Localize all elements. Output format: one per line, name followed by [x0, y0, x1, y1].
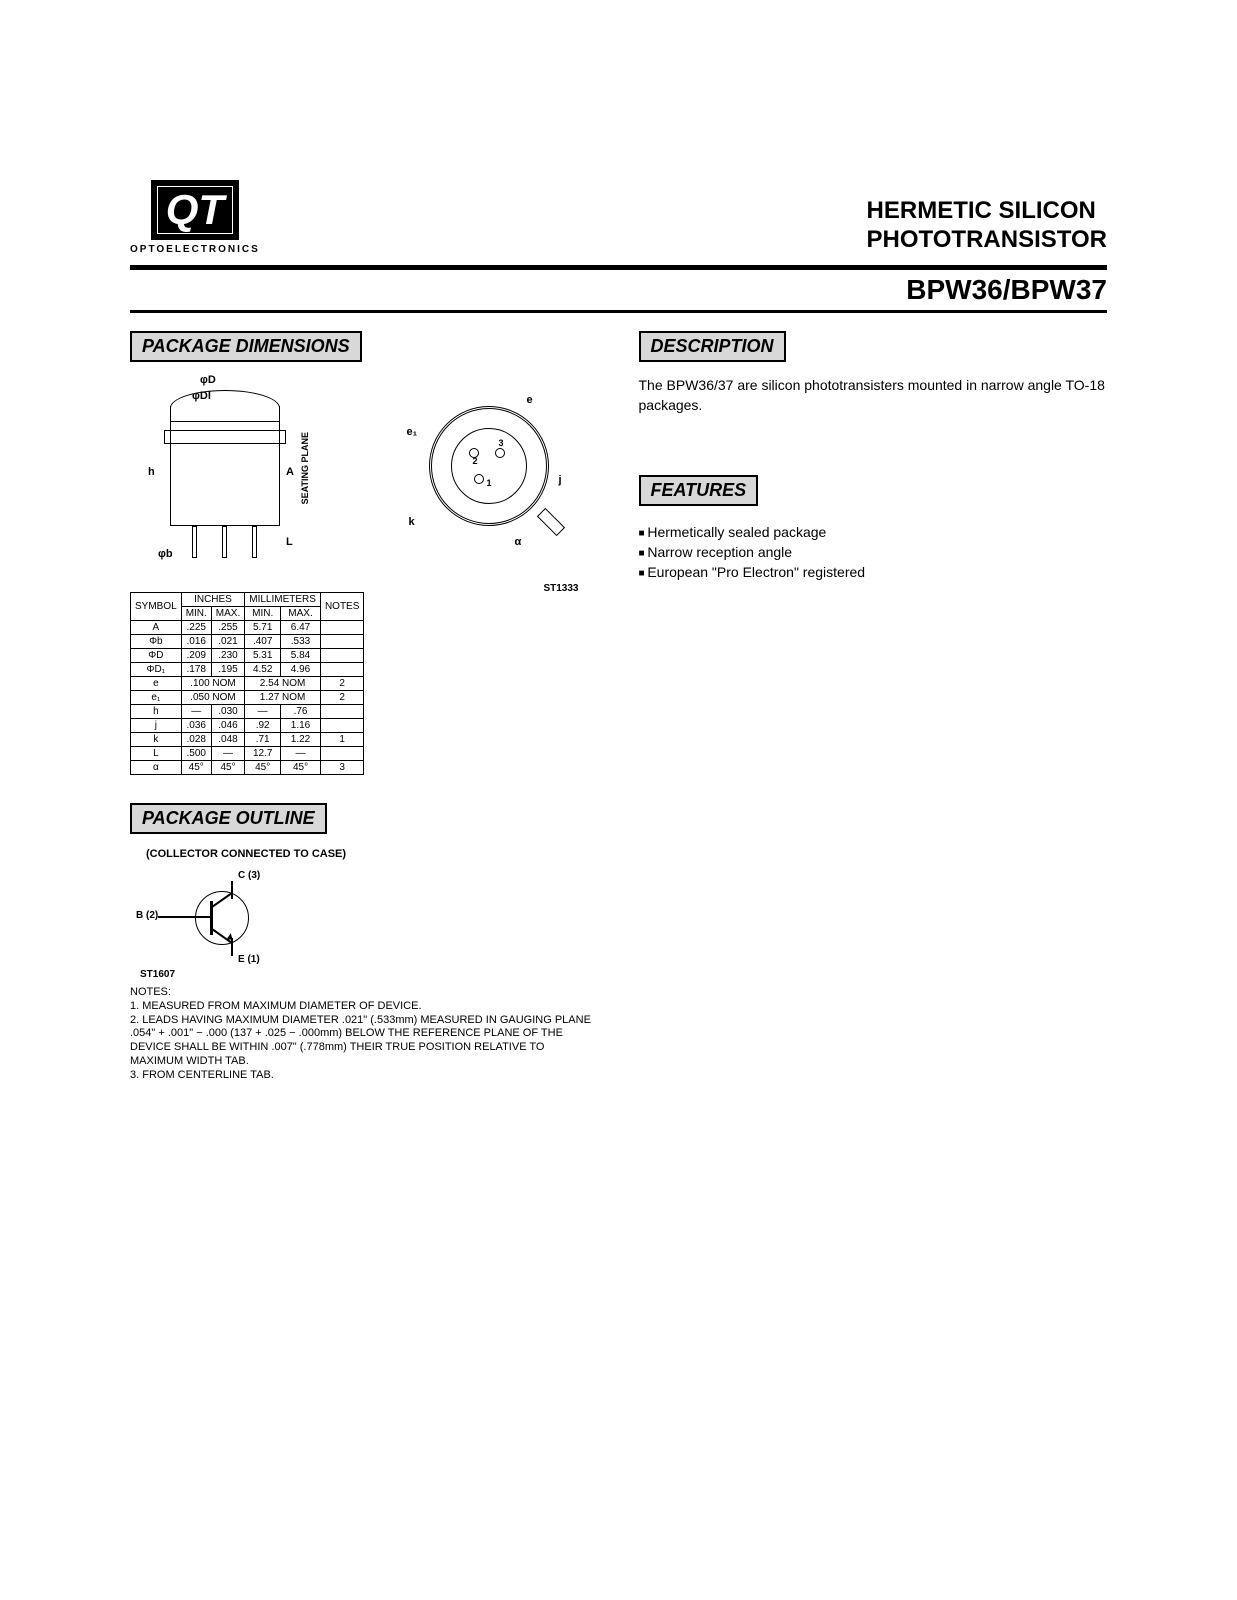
feature-item: Narrow reception angle: [639, 544, 1108, 560]
table-header-row: SYMBOL INCHES MILLIMETERS NOTES: [131, 593, 364, 607]
table-row: e.100 NOM2.54 NOM2: [131, 677, 364, 691]
title-line-2: PHOTOTRANSISTOR: [867, 226, 1107, 255]
feature-item: Hermetically sealed package: [639, 524, 1108, 540]
label-phib: φb: [158, 548, 173, 560]
pin-label-c: C (3): [238, 870, 260, 881]
label-j: j: [559, 474, 562, 486]
label-phiDI: φDI: [192, 390, 211, 402]
st-label-2: ST1607: [140, 969, 175, 980]
section-header-outline: PACKAGE OUTLINE: [130, 803, 327, 834]
description-text: The BPW36/37 are silicon phototransister…: [639, 376, 1108, 415]
wire-base: [158, 916, 212, 918]
th-imax: MAX.: [211, 607, 244, 621]
diagram-bottom-view: 2 3 1 e e₁ k j α: [419, 396, 569, 546]
content-columns: PACKAGE DIMENSIONS φD φDI h A L φb SEATI…: [130, 331, 1107, 1082]
feature-item: European "Pro Electron" registered: [639, 564, 1108, 580]
title-block: HERMETIC SILICON PHOTOTRANSISTOR: [867, 197, 1107, 255]
notes-block: NOTES: 1. MEASURED FROM MAXIMUM DIAMETER…: [130, 986, 599, 1082]
section-header-pkg-dim: PACKAGE DIMENSIONS: [130, 331, 362, 362]
circle-inner: [451, 428, 527, 504]
section-header-features: FEATURES: [639, 475, 759, 506]
page-header: QT OPTOELECTRONICS HERMETIC SILICON PHOT…: [130, 180, 1107, 255]
pin-3: [495, 448, 505, 458]
th-notes: NOTES: [320, 593, 363, 621]
title-line-1: HERMETIC SILICON: [867, 197, 1107, 226]
label-pin3: 3: [499, 438, 504, 448]
label-h: h: [148, 466, 155, 478]
table-row: A.225.2555.716.47: [131, 621, 364, 635]
diagram-body: [170, 406, 280, 526]
label-pin2: 2: [473, 456, 478, 466]
diagram-lead: [192, 526, 197, 558]
label-alpha: α: [515, 536, 522, 548]
diagram-tab: [536, 508, 564, 536]
package-diagram: φD φDI h A L φb SEATING PLANE 2 3 1 e e₁…: [130, 376, 599, 586]
th-symbol: SYMBOL: [131, 593, 182, 621]
table-body: A.225.2555.716.47Φb.016.021.407.533ΦD.20…: [131, 621, 364, 775]
note-item: 2. LEADS HAVING MAXIMUM DIAMETER .021" (…: [130, 1014, 599, 1069]
right-column: DESCRIPTION The BPW36/37 are silicon pho…: [639, 331, 1108, 1082]
pin-label-b: B (2): [136, 910, 158, 921]
qt-logo: QT: [151, 180, 239, 240]
pin-label-e: E (1): [238, 954, 260, 965]
diagram-lead: [222, 526, 227, 558]
collector-note: (COLLECTOR CONNECTED TO CASE): [146, 848, 599, 860]
logo-block: QT OPTOELECTRONICS: [130, 180, 260, 255]
label-e1: e₁: [407, 426, 418, 438]
left-column: PACKAGE DIMENSIONS φD φDI h A L φb SEATI…: [130, 331, 599, 1082]
th-imin: MIN.: [181, 607, 211, 621]
th-mmin: MIN.: [245, 607, 281, 621]
th-inches: INCHES: [181, 593, 245, 607]
th-mmax: MAX.: [281, 607, 321, 621]
table-row: L.500—12.7—: [131, 747, 364, 761]
label-seating: SEATING PLANE: [300, 432, 310, 504]
notes-list: 1. MEASURED FROM MAXIMUM DIAMETER OF DEV…: [130, 1000, 599, 1083]
table-head: SYMBOL INCHES MILLIMETERS NOTES MIN. MAX…: [131, 593, 364, 621]
dimensions-table: SYMBOL INCHES MILLIMETERS NOTES MIN. MAX…: [130, 592, 364, 775]
table-row: j.036.046.921.16: [131, 719, 364, 733]
st-label-1: ST1333: [543, 583, 578, 594]
table-row: k.028.048.711.221: [131, 733, 364, 747]
diagram-lead: [252, 526, 257, 558]
outline-section: PACKAGE OUTLINE (COLLECTOR CONNECTED TO …: [130, 803, 599, 1082]
note-item: 1. MEASURED FROM MAXIMUM DIAMETER OF DEV…: [130, 1000, 599, 1014]
label-pin1: 1: [487, 478, 492, 488]
table-row: α45°45°45°45°3: [131, 761, 364, 775]
collector-note-text: (COLLECTOR CONNECTED TO CASE): [146, 848, 346, 860]
label-L: L: [286, 536, 293, 548]
part-number: BPW36/BPW37: [906, 274, 1107, 306]
section-header-desc: DESCRIPTION: [639, 331, 786, 362]
notes-title: NOTES:: [130, 986, 599, 1000]
wire-emitter: [231, 938, 233, 956]
table-row: ΦD.209.2305.315.84: [131, 649, 364, 663]
pin-1: [474, 474, 484, 484]
part-number-row: BPW36/BPW37: [130, 274, 1107, 313]
label-k: k: [409, 516, 415, 528]
table-row: Φb.016.021.407.533: [131, 635, 364, 649]
table-row: ΦD₁.178.1954.524.96: [131, 663, 364, 677]
table-row: e₁.050 NOM1.27 NOM2: [131, 691, 364, 705]
rule-top: [130, 265, 1107, 270]
label-phiD: φD: [200, 374, 216, 386]
label-e: e: [527, 394, 533, 406]
th-mm: MILLIMETERS: [245, 593, 321, 607]
logo-subtext: OPTOELECTRONICS: [130, 244, 260, 255]
wire-collector: [231, 881, 233, 899]
note-item: 3. FROM CENTERLINE TAB.: [130, 1069, 599, 1083]
feature-list: Hermetically sealed package Narrow recept…: [639, 524, 1108, 580]
schematic-diagram: B (2) C (3) E (1) ST1607: [140, 866, 300, 976]
label-A: A: [286, 466, 294, 478]
table-row: h—.030—.76: [131, 705, 364, 719]
